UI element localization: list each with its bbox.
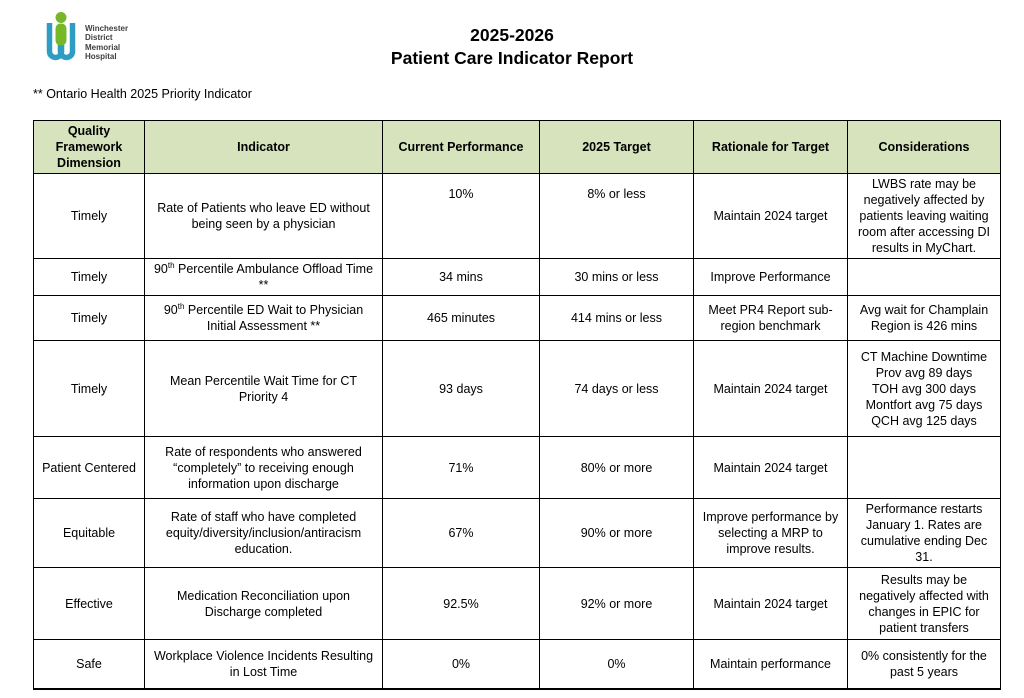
hospital-logo-icon: [46, 12, 76, 61]
table-row: Safe Workplace Violence Incidents Resulti…: [33, 639, 1001, 690]
logo-person-body: [55, 23, 67, 46]
cell-2025-target: 8% or less: [539, 173, 694, 259]
cell-considerations: [847, 258, 1001, 296]
cell-2025-target: 92% or more: [539, 567, 694, 640]
cell-indicator: 90th Percentile Ambulance Offload Time *…: [144, 258, 383, 296]
cell-2025-target: 80% or more: [539, 436, 694, 499]
cell-rationale: Improve performance by selecting a MRP t…: [693, 498, 848, 568]
hospital-name-line: District: [85, 33, 113, 43]
report-title: 2025-2026 Patient Care Indicator Report: [0, 24, 1024, 70]
cell-2025-target: 74 days or less: [539, 340, 694, 437]
cell-current-performance: 34 mins: [382, 258, 540, 296]
column-header-indicator: Indicator: [144, 120, 383, 174]
indicator-table-header: Quality Framework Dimension Indicator Cu…: [33, 120, 1001, 174]
hospital-logo: Winchester District Memorial Hospital: [44, 12, 128, 69]
report-title-years: 2025-2026: [470, 25, 554, 45]
cell-rationale: Maintain performance: [693, 639, 848, 690]
cell-dimension: Safe: [33, 639, 145, 690]
cell-considerations: Avg wait for Champlain Region is 426 min…: [847, 295, 1001, 341]
cell-current-performance: 0%: [382, 639, 540, 690]
cell-dimension: Timely: [33, 340, 145, 437]
cell-rationale: Maintain 2024 target: [693, 173, 848, 259]
cell-considerations: 0% consistently for the past 5 years: [847, 639, 1001, 690]
table-row: Timely 90th Percentile Ambulance Offload …: [33, 258, 1001, 296]
cell-considerations: CT Machine Downtime Prov avg 89 days TOH a…: [847, 340, 1001, 437]
hospital-name-line: Hospital: [85, 52, 117, 62]
cell-rationale: Improve Performance: [693, 258, 848, 296]
cell-current-performance: 92.5%: [382, 567, 540, 640]
cell-current-performance: 10%: [382, 173, 540, 259]
cell-dimension: Timely: [33, 258, 145, 296]
cell-indicator: Rate of respondents who answered “comple…: [144, 436, 383, 499]
cell-indicator: Rate of staff who have completed equity/…: [144, 498, 383, 568]
cell-dimension: Timely: [33, 295, 145, 341]
report-header: Winchester District Memorial Hospital 20…: [0, 0, 1024, 70]
hospital-name-line: Winchester: [85, 24, 129, 33]
cell-indicator: Rate of Patients who leave ED without be…: [144, 173, 383, 259]
logo-person-head: [55, 12, 67, 23]
column-header-current-performance: Current Performance: [382, 120, 540, 174]
cell-dimension: Timely: [33, 173, 145, 259]
report-title-name: Patient Care Indicator Report: [390, 48, 634, 68]
cell-indicator: 90th Percentile ED Wait to Physician Ini…: [144, 295, 383, 341]
cell-considerations: [847, 436, 1001, 499]
header-row: Quality Framework Dimension Indicator Cu…: [33, 120, 1001, 174]
cell-considerations: Performance restarts January 1. Rates ar…: [847, 498, 1001, 568]
indicator-table-body: Timely Rate of Patients who leave ED with…: [33, 173, 1001, 690]
hospital-name-line: Memorial: [85, 42, 121, 52]
column-header-considerations: Considerations: [847, 120, 1001, 174]
column-header-rationale: Rationale for Target: [693, 120, 848, 174]
table-row: Effective Medication Reconciliation upon …: [33, 567, 1001, 640]
cell-rationale: Meet PR4 Report sub-region benchmark: [693, 295, 848, 341]
column-header-quality-framework-dimension: Quality Framework Dimension: [33, 120, 145, 174]
cell-dimension: Effective: [33, 567, 145, 640]
table-row: Patient Centered Rate of respondents who …: [33, 436, 1001, 499]
cell-current-performance: 93 days: [382, 340, 540, 437]
cell-rationale: Maintain 2024 target: [693, 436, 848, 499]
column-header-2025-target: 2025 Target: [539, 120, 694, 174]
cell-indicator: Medication Reconciliation upon Discharge…: [144, 567, 383, 640]
table-row: Timely 90th Percentile ED Wait to Physici…: [33, 295, 1001, 341]
cell-dimension: Patient Centered: [33, 436, 145, 499]
table-row: Timely Rate of Patients who leave ED with…: [33, 173, 1001, 259]
priority-indicator-footnote: ** Ontario Health 2025 Priority Indicato…: [33, 87, 252, 101]
cell-2025-target: 0%: [539, 639, 694, 690]
cell-current-performance: 67%: [382, 498, 540, 568]
cell-2025-target: 30 mins or less: [539, 258, 694, 296]
table-row: Timely Mean Percentile Wait Time for CT P…: [33, 340, 1001, 437]
cell-dimension: Equitable: [33, 498, 145, 568]
cell-rationale: Maintain 2024 target: [693, 567, 848, 640]
cell-current-performance: 71%: [382, 436, 540, 499]
hospital-name: Winchester District Memorial Hospital: [85, 12, 128, 62]
cell-indicator: Workplace Violence Incidents Resulting i…: [144, 639, 383, 690]
cell-current-performance: 465 minutes: [382, 295, 540, 341]
cell-considerations: LWBS rate may be negatively affected by …: [847, 173, 1001, 259]
cell-indicator: Mean Percentile Wait Time for CT Priorit…: [144, 340, 383, 437]
cell-2025-target: 414 mins or less: [539, 295, 694, 341]
table-row: Equitable Rate of staff who have complete…: [33, 498, 1001, 568]
cell-rationale: Maintain 2024 target: [693, 340, 848, 437]
cell-considerations: Results may be negatively affected with …: [847, 567, 1001, 640]
indicator-table: Quality Framework Dimension Indicator Cu…: [33, 120, 1001, 690]
logo-w-right-stroke: [57, 22, 76, 61]
cell-2025-target: 90% or more: [539, 498, 694, 568]
